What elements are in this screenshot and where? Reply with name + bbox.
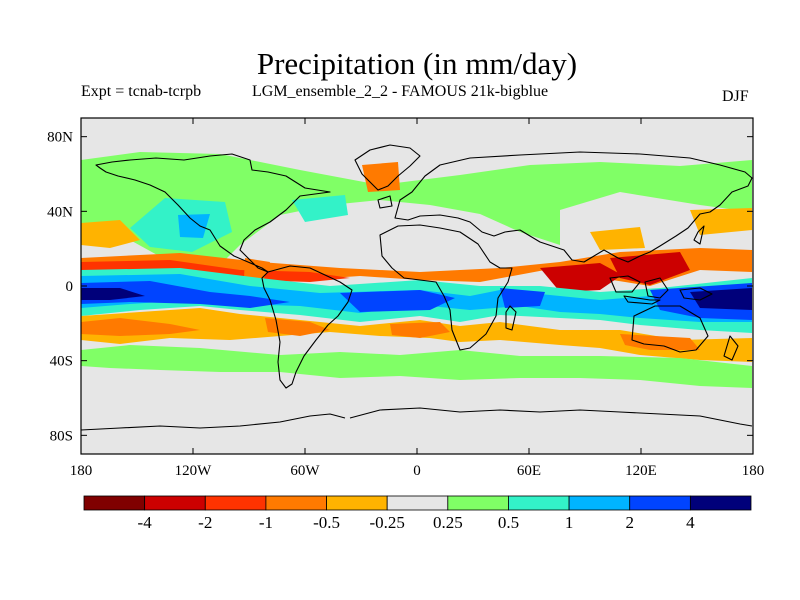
colorbar-label: 0.25	[433, 513, 463, 532]
colorbar-swatch	[689, 495, 752, 511]
y-tick-label: 80N	[47, 130, 73, 146]
colorbar-label: -1	[259, 513, 273, 532]
colorbar-swatch	[83, 495, 146, 511]
colorbar-swatch	[326, 495, 388, 511]
experiment-label: Expt = tcnab-tcrpb	[81, 83, 202, 100]
colorbar-swatch	[568, 495, 631, 511]
colorbar-label: -0.25	[369, 513, 404, 532]
colorbar-swatch	[508, 495, 570, 511]
x-tick-label: 120E	[625, 463, 657, 479]
ensemble-label: LGM_ensemble_2_2 - FAMOUS 21k-bigblue	[252, 83, 549, 100]
chart-title: Precipitation (in mm/day)	[256, 46, 578, 81]
x-tick-label: 120W	[175, 463, 213, 479]
colorbar: -4 -2 -1 -0.5 -0.25 0.25 0.5 1 2 4	[83, 495, 752, 532]
precip-anomaly-fields	[81, 152, 752, 388]
y-tick-label: 40N	[47, 204, 73, 220]
colorbar-label: -4	[138, 513, 153, 532]
x-tick-label: 60W	[290, 463, 320, 479]
map-plot-area	[80, 117, 754, 455]
colorbar-label: -0.5	[313, 513, 340, 532]
colorbar-swatch	[265, 495, 327, 511]
colorbar-label: 2	[625, 513, 634, 532]
colorbar-swatch	[386, 495, 449, 511]
colorbar-label: -2	[198, 513, 212, 532]
season-label: DJF	[722, 88, 749, 105]
colorbar-label: 1	[565, 513, 574, 532]
colorbar-swatch	[144, 495, 206, 511]
x-tick-label: 60E	[517, 463, 541, 479]
colorbar-label: 4	[686, 513, 695, 532]
longitude-ticks: 180 120W 60W 0 60E 120E 180	[70, 118, 765, 479]
y-tick-label: 0	[66, 279, 74, 295]
colorbar-swatch	[447, 495, 509, 511]
x-tick-label: 0	[413, 463, 421, 479]
colorbar-label: 0.5	[498, 513, 519, 532]
y-tick-label: 80S	[50, 428, 73, 444]
latitude-ticks: 80N 40N 0 40S 80S	[47, 130, 753, 444]
y-tick-label: 40S	[50, 354, 73, 370]
colorbar-swatch	[629, 495, 691, 511]
colorbar-swatch	[204, 495, 267, 511]
x-tick-label: 180	[70, 463, 93, 479]
coastlines	[80, 144, 753, 431]
x-tick-label: 180	[742, 463, 765, 479]
